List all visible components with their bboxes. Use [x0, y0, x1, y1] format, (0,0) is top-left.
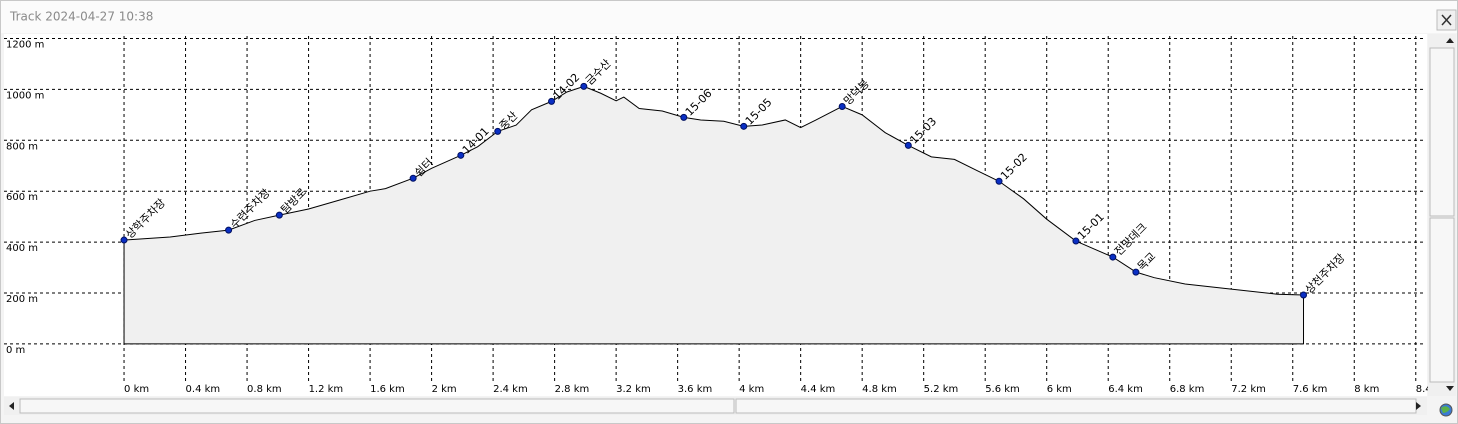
- waypoint-marker: [225, 226, 233, 234]
- y-tick-label: 0 m: [6, 345, 25, 356]
- x-tick-label: 1.6 km: [370, 384, 405, 395]
- window-title: Track 2024-04-27 10:38: [9, 10, 153, 24]
- x-tick-label: 0 km: [124, 384, 149, 395]
- x-tick-label: 3.2 km: [616, 384, 651, 395]
- x-tick-label: 3.6 km: [678, 384, 713, 395]
- x-tick-label: 1.2 km: [309, 384, 344, 395]
- title-bar: [1, 1, 1457, 33]
- waypoint-marker: [457, 151, 465, 159]
- waypoint-marker: [580, 82, 588, 90]
- y-tick-label: 400 m: [6, 243, 38, 254]
- waypoint-marker: [1109, 253, 1117, 261]
- waypoint-marker: [120, 236, 128, 244]
- x-tick-label: 7.2 km: [1231, 384, 1266, 395]
- x-tick-label: 6 km: [1047, 384, 1072, 395]
- x-tick-label: 2.4 km: [493, 384, 528, 395]
- x-tick-label: 4 km: [739, 384, 764, 395]
- waypoint-marker: [275, 211, 283, 219]
- globe-icon[interactable]: [1439, 403, 1453, 417]
- x-tick-label: 4.4 km: [801, 384, 836, 395]
- y-tick-label: 1000 m: [6, 90, 44, 101]
- horizontal-scrollbar[interactable]: [4, 397, 1427, 415]
- x-tick-label: 8 km: [1354, 384, 1379, 395]
- x-tick-label: 2 km: [432, 384, 457, 395]
- close-button[interactable]: [1436, 9, 1457, 31]
- x-tick-label: 5.6 km: [985, 384, 1020, 395]
- x-tick-label: 4.8 km: [862, 384, 897, 395]
- waypoint-marker: [1132, 268, 1140, 276]
- x-tick-label: 7.6 km: [1293, 384, 1328, 395]
- x-tick-label: 6.4 km: [1108, 384, 1143, 395]
- waypoint-marker: [740, 122, 748, 130]
- y-tick-label: 200 m: [6, 294, 38, 305]
- x-tick-label: 0.8 km: [247, 384, 282, 395]
- y-tick-label: 800 m: [6, 141, 38, 152]
- waypoint-marker: [995, 177, 1003, 185]
- waypoint-marker: [1072, 237, 1080, 245]
- vertical-scrollbar[interactable]: [1428, 34, 1456, 396]
- waypoint-marker: [904, 141, 912, 149]
- waypoint-marker: [680, 113, 688, 121]
- y-tick-label: 1200 m: [6, 40, 44, 51]
- waypoint-marker: [1300, 291, 1308, 299]
- x-tick-label: 2.8 km: [555, 384, 590, 395]
- waypoint-marker: [548, 97, 556, 105]
- y-tick-label: 600 m: [6, 192, 38, 203]
- x-tick-label: 0.4 km: [186, 384, 221, 395]
- waypoint-marker: [409, 174, 417, 182]
- x-tick-label: 5.2 km: [924, 384, 959, 395]
- waypoint-marker: [494, 127, 502, 135]
- waypoint-marker: [838, 102, 846, 110]
- x-tick-label: 6.8 km: [1170, 384, 1205, 395]
